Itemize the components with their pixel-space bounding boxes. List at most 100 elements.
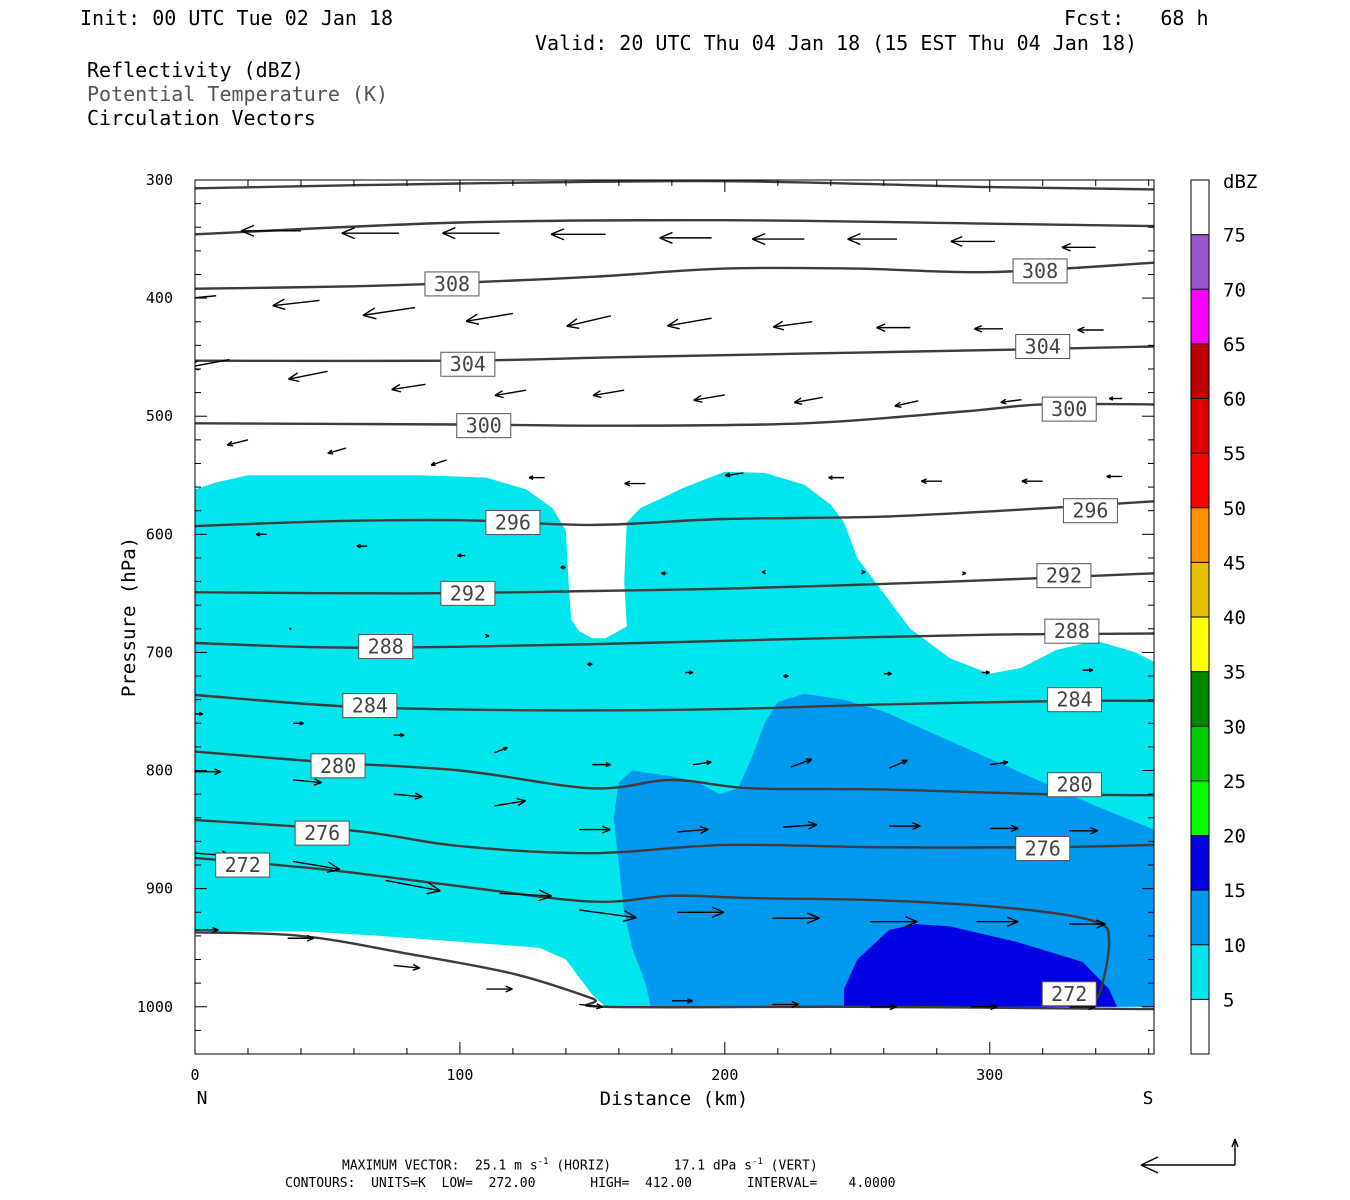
circulation-vector [292,860,341,874]
colorbar-bin [1191,835,1209,891]
theta-contour-line [195,402,1154,427]
circulation-vector [391,383,426,393]
colorbar-bin [1191,289,1209,344]
colorbar-bin [1191,617,1209,672]
circulation-vector [430,459,447,467]
colorbar-bin [1191,398,1209,454]
theta-contour-line [195,856,1111,1008]
contours-info: CONTOURS: UNITS=K LOW= 272.00 HIGH= 412.… [285,1176,896,1191]
colorbar-bin [1191,944,1209,1000]
circulation-vector [485,633,490,639]
theta-contour-line [195,572,1154,595]
max-vector-sup-2: -1 [752,1157,763,1167]
svg-text:292: 292 [450,581,486,605]
colorbar-tick-label: 30 [1223,716,1246,738]
colorbar-tick-label: 15 [1223,880,1246,902]
circulation-vector [288,370,328,383]
field-reflectivity: Reflectivity (dBZ) [87,58,304,82]
x-tick-label: 200 [711,1066,738,1084]
circulation-vector [724,472,744,478]
theta-contour-label: 280 [310,753,366,779]
circulation-vector [550,228,606,241]
theta-contour-label: 308 [424,271,480,297]
circulation-vector [847,233,898,246]
circulation-vectors [130,222,1123,1011]
theta-contour-line [195,218,1154,236]
colorbar-tick-label: 10 [1223,935,1246,957]
theta-contour-line [195,345,1154,363]
theta-contour-label: 284 [342,693,398,719]
x-axis-label: Distance (km) [600,1088,749,1110]
circulation-vector [1077,326,1104,334]
circulation-vector [989,760,1009,766]
max-vector-sup-1: -1 [537,1157,549,1167]
circulation-vector [457,553,466,558]
reflectivity-fills [195,471,1154,1007]
theta-contour-line [195,500,1154,528]
circulation-vector [579,909,637,923]
colorbar-bin [1191,562,1209,617]
circulation-vector [920,478,943,485]
circulation-vector [974,325,1003,333]
circulation-vector [1106,474,1123,479]
theta-contour-line [195,632,1154,649]
circulation-vector [772,1000,799,1008]
colorbar-bin [1191,890,1209,945]
circulation-vector [579,825,611,834]
reference-vector-icon [1140,1138,1239,1174]
circulation-vector [289,627,292,631]
circulation-vector [341,227,399,240]
theta-contour-label: 276 [1015,835,1071,861]
colorbar-bin [1191,999,1209,1054]
svg-text:300: 300 [466,414,502,438]
colorbar-tick-label: 60 [1223,389,1246,411]
circulation-vector [1082,667,1094,673]
circulation-vector [692,760,712,766]
theta-contour-label: 272 [1041,981,1097,1007]
circulation-vector [393,963,421,971]
colorbar-tick-label: 5 [1223,989,1234,1011]
svg-text:300: 300 [1051,397,1087,421]
colorbar-tick-label: 70 [1223,279,1246,301]
circulation-vector [362,306,415,320]
circulation-vector [195,926,219,934]
theta-contour-label: 296 [1062,498,1118,524]
colorbar-tick-label: 65 [1223,334,1246,356]
circulation-vector [292,778,322,786]
circulation-vector [1069,919,1106,929]
colorbar-bin [1191,726,1209,781]
y-axis-label: Pressure (hPa) [118,537,140,697]
circulation-vector [195,711,204,717]
circulation-vector [385,879,441,895]
circulation-vector [888,759,908,769]
circulation-vector [486,985,513,993]
svg-text:296: 296 [495,511,531,535]
circulation-vector [870,1003,897,1011]
colorbar-unit: dBZ [1223,171,1257,193]
circulation-vector [560,565,566,570]
init-time: Init: 00 UTC Tue 02 Jan 18 [80,6,394,30]
theta-contour-label: 272 [215,852,271,878]
circulation-vector [287,934,314,942]
y-tick-label: 500 [146,407,173,425]
colorbar-tick-label: 75 [1223,225,1246,247]
circulation-vector [393,792,423,800]
theta-contour-label: 288 [1044,618,1100,644]
colorbar-tick-label: 35 [1223,662,1246,684]
theta-contour-label: 276 [294,820,350,846]
theta-contour-line [195,261,1154,290]
x-tick-label: 0 [190,1066,199,1084]
svg-text:304: 304 [450,352,486,376]
y-tick-label: 900 [146,880,173,898]
circulation-vector [494,798,526,807]
circulation-vector [327,447,347,455]
circulation-vector [667,317,712,330]
colorbar-tick-label: 20 [1223,826,1246,848]
colorbar-bin [1191,671,1209,727]
theta-contour-label: 304 [1015,334,1071,360]
circulation-vector [226,439,249,447]
circulation-vector [130,222,195,233]
colorbar-tick-label: 25 [1223,771,1246,793]
colorbar-tick-label: 55 [1223,443,1246,465]
